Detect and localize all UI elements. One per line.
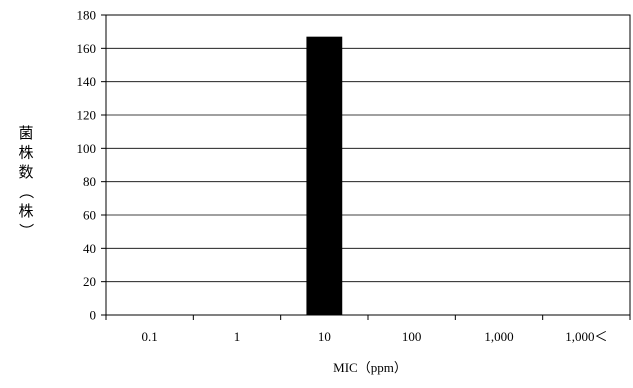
y-tick-label: 140 xyxy=(77,74,97,89)
y-tick-label: 80 xyxy=(83,174,96,189)
bars xyxy=(306,36,343,316)
y-tick-label: 160 xyxy=(77,41,97,56)
x-tick-label: 1,000 xyxy=(484,329,513,344)
plot-frame xyxy=(105,14,631,316)
x-axis: 0.1 1 10 100 1,000 1,000＜ xyxy=(105,315,631,344)
x-tick-label: 0.1 xyxy=(142,329,158,344)
y-axis-label-char: 菌 xyxy=(18,125,33,142)
y-axis-label-char: 数 xyxy=(18,164,33,181)
y-axis-label-char: ） xyxy=(17,223,34,238)
y-axis: 0 20 40 60 80 100 120 140 160 180 xyxy=(77,8,106,323)
y-tick-label: 100 xyxy=(77,141,97,156)
bar-10 xyxy=(306,36,343,316)
grid-lines xyxy=(106,47,630,283)
y-tick-label: 120 xyxy=(77,108,97,123)
y-tick-label: 60 xyxy=(83,208,96,223)
x-tick-label: 1,000＜ xyxy=(565,329,607,344)
x-tick-label: 100 xyxy=(402,329,422,344)
y-axis-label-char: （ xyxy=(17,184,34,199)
y-axis-label-char: 株 xyxy=(18,203,33,220)
y-tick-label: 180 xyxy=(77,8,97,23)
x-tick-label: 10 xyxy=(318,329,331,344)
x-axis-label: MIC（ppm） xyxy=(333,360,407,375)
y-axis-label: 菌株数（株） xyxy=(17,125,34,238)
y-axis-label-char: 株 xyxy=(18,145,33,162)
x-tick-label: 1 xyxy=(234,329,241,344)
y-tick-label: 0 xyxy=(90,308,97,323)
y-tick-label: 20 xyxy=(83,274,96,289)
y-tick-label: 40 xyxy=(83,241,96,256)
